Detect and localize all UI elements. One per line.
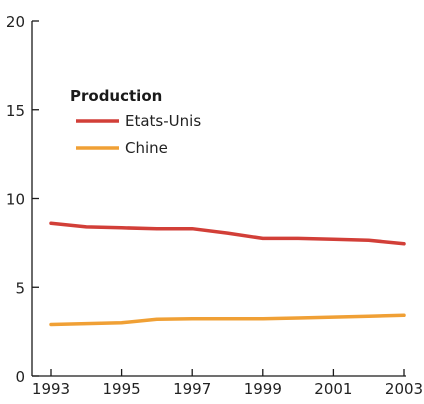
axes: 0 5 10 15 20 1993 1995 1997 1999 2001 2003 — [6, 13, 423, 398]
legend: Production Etats-Unis Chine — [70, 87, 201, 157]
x-tick-label: 1993 — [32, 380, 70, 398]
y-tick-label: 20 — [6, 13, 25, 31]
series-lines — [49, 221, 406, 327]
y-tick-label: 15 — [6, 102, 25, 120]
y-tick-label: 10 — [6, 191, 25, 209]
legend-title: Production — [70, 87, 162, 105]
legend-label: Chine — [125, 139, 168, 157]
x-tick-label: 2001 — [314, 380, 352, 398]
x-tick-label: 1997 — [173, 380, 211, 398]
x-tick-label: 1999 — [244, 380, 282, 398]
legend-label: Etats-Unis — [125, 112, 201, 130]
series-line-0 — [49, 221, 406, 246]
series-line-1 — [49, 313, 406, 327]
x-tick-label: 2003 — [385, 380, 423, 398]
y-tick-label: 0 — [15, 368, 25, 386]
y-tick-label: 5 — [15, 279, 25, 297]
x-tick-label: 1995 — [103, 380, 141, 398]
